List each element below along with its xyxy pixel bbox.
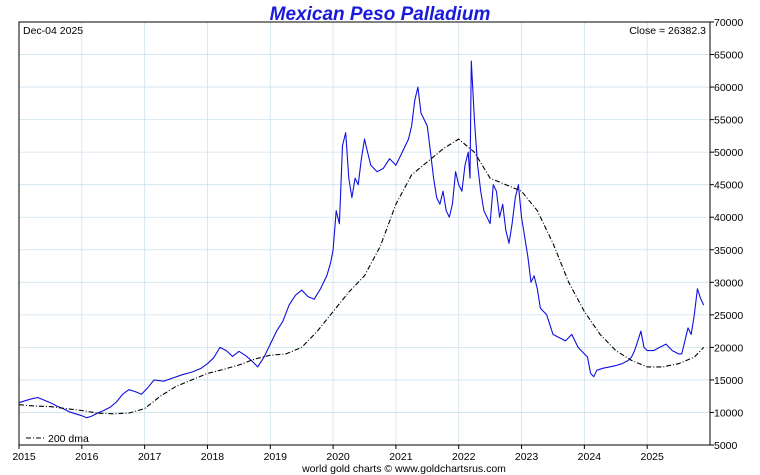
series-layer bbox=[18, 60, 705, 419]
x-tick-label: 2025 bbox=[641, 451, 665, 463]
x-tick-label: 2020 bbox=[326, 451, 350, 463]
y-tick-label: 5000 bbox=[714, 440, 738, 452]
y-tick-label: 55000 bbox=[714, 115, 743, 127]
x-tick-label: 2018 bbox=[201, 451, 225, 463]
x-tick-label: 2016 bbox=[75, 451, 99, 463]
y-tick-label: 45000 bbox=[714, 180, 743, 192]
x-tick-label: 2022 bbox=[452, 451, 476, 463]
footer-credit: world gold charts © www.goldchartsrus.co… bbox=[301, 463, 506, 475]
legend: 200 dma bbox=[26, 433, 89, 445]
legend-label: 200 dma bbox=[48, 433, 89, 445]
x-tick-label: 2015 bbox=[12, 451, 36, 463]
y-tick-label: 60000 bbox=[714, 82, 743, 94]
x-tick-label: 2023 bbox=[515, 451, 539, 463]
x-tick-label: 2019 bbox=[264, 451, 288, 463]
y-tick-label: 25000 bbox=[714, 310, 743, 322]
series-line-price bbox=[18, 60, 705, 419]
x-tick-label: 2021 bbox=[389, 451, 413, 463]
y-tick-label: 70000 bbox=[714, 17, 743, 29]
close-label: Close = 26382.3 bbox=[629, 25, 706, 37]
series-line-200-dma bbox=[18, 138, 705, 415]
y-tick-label: 10000 bbox=[714, 407, 743, 419]
y-tick-label: 65000 bbox=[714, 50, 743, 62]
date-label: Dec-04 2025 bbox=[23, 25, 83, 37]
plot-frame bbox=[18, 21, 711, 446]
y-tick-label: 35000 bbox=[714, 245, 743, 257]
x-tick-label: 2017 bbox=[138, 451, 162, 463]
y-tick-label: 20000 bbox=[714, 342, 743, 354]
y-tick-label: 15000 bbox=[714, 375, 743, 387]
y-tick-label: 30000 bbox=[714, 277, 743, 289]
chart-title: Mexican Peso Palladium bbox=[270, 4, 491, 25]
y-axis: 5000 10000 15000 20000 25000 30000 35000 40000 4… bbox=[710, 17, 743, 452]
y-tick-label: 50000 bbox=[714, 147, 743, 159]
x-axis: 2015 2016 2017 2018 2019 2020 2021 2022 2023 2024… bbox=[12, 445, 664, 463]
grid bbox=[18, 21, 710, 446]
x-tick-label: 2024 bbox=[578, 451, 602, 463]
y-tick-label: 40000 bbox=[714, 212, 743, 224]
